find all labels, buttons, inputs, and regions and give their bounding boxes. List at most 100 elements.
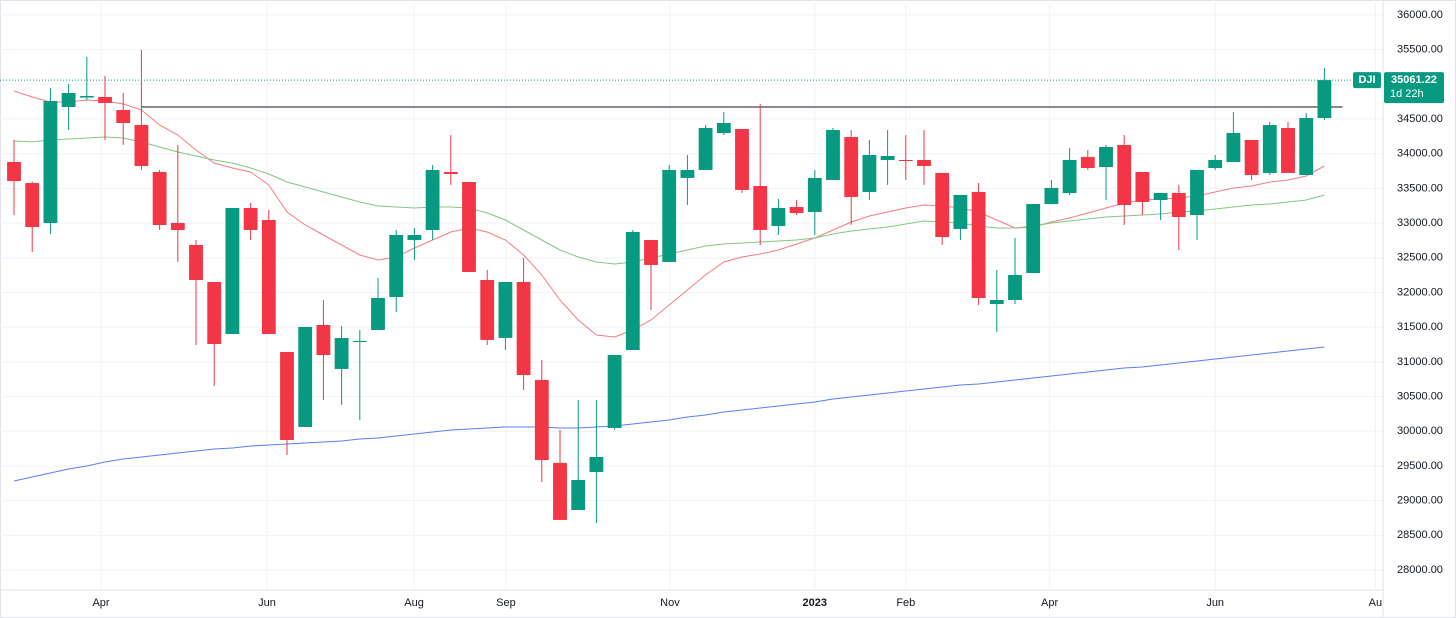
candle-body (298, 326, 313, 427)
y-tick-label: 31500.00 (1397, 321, 1443, 333)
candle-body (7, 162, 21, 182)
candle-body (280, 351, 294, 441)
candle-body (1244, 140, 1259, 175)
candle-body (716, 123, 731, 133)
candle-body (971, 191, 986, 298)
candle-body (1226, 132, 1241, 163)
candle-body (1208, 159, 1223, 168)
y-tick-label: 33000.00 (1397, 217, 1443, 229)
candle-body (152, 171, 167, 225)
candle-body (170, 222, 185, 230)
y-tick-label: 34000.00 (1397, 148, 1443, 160)
candle-body (917, 159, 931, 167)
axes: 28000.00 28500.00 29000.00 29500.00 30000.00… (92, 9, 1444, 609)
x-tick-label: Jun (1206, 597, 1224, 609)
candle-body (79, 95, 94, 98)
x-tick-label: Feb (896, 597, 915, 609)
x-tick-label: 2023 (803, 597, 827, 609)
candle-body (1190, 169, 1204, 216)
candle-body (680, 169, 695, 178)
candle-body (371, 297, 385, 330)
candle-body (1281, 128, 1295, 173)
candle-body (753, 186, 768, 230)
plot-area (0, 49, 1383, 523)
candle-body (334, 338, 349, 369)
x-tick-label: Aug (404, 597, 424, 609)
price-badge (1384, 72, 1444, 104)
candle-body (352, 340, 367, 342)
candle-body (1299, 118, 1314, 175)
candle-body (1044, 187, 1059, 204)
y-tick-label: 28000.00 (1397, 564, 1443, 576)
candle-body (698, 128, 713, 170)
candle-body (1171, 193, 1186, 218)
x-tick-label: Au (1369, 597, 1382, 609)
candle-body (1153, 193, 1168, 201)
y-tick-label: 32500.00 (1397, 252, 1443, 264)
y-tick-label: 30000.00 (1397, 425, 1443, 437)
candle-body (189, 244, 203, 281)
candle-body (735, 128, 749, 190)
candle-body (789, 207, 804, 213)
candle-body (844, 137, 859, 197)
candle-body (243, 207, 258, 230)
candle-body (807, 177, 822, 213)
moving-average-line (13, 346, 1325, 482)
candle-body (1080, 157, 1095, 168)
candle-body (571, 479, 586, 511)
candle-body (25, 183, 40, 228)
candle-body (935, 172, 950, 237)
symbol-label: DJI (1358, 74, 1375, 86)
candle-body (826, 130, 840, 180)
candle-body (407, 234, 422, 240)
candle-body (662, 169, 677, 262)
candle-body (553, 462, 567, 520)
candle-body (261, 220, 276, 334)
x-tick-label: Jun (258, 597, 276, 609)
y-tick-label: 34500.00 (1397, 113, 1443, 125)
y-tick-label: 30500.00 (1397, 390, 1443, 402)
candle-body (389, 234, 404, 298)
candle-body (862, 154, 877, 192)
candle-body (1262, 125, 1277, 173)
countdown-label: 1d 22h (1390, 88, 1424, 100)
candle-body (498, 281, 513, 338)
candle-body (589, 457, 604, 472)
candle-body (207, 281, 222, 344)
candle-body (480, 280, 495, 340)
candle-body (771, 207, 786, 226)
candle-body (462, 181, 476, 272)
candle-body (116, 109, 131, 124)
symbol-badge (1353, 72, 1381, 89)
y-tick-label: 28500.00 (1397, 529, 1443, 541)
candle-body (625, 232, 640, 351)
candle-body (61, 92, 76, 107)
x-tick-label: Sep (496, 597, 516, 609)
candle-body (607, 355, 622, 428)
moving-average-line (13, 90, 1325, 338)
y-tick-label: 35500.00 (1397, 44, 1443, 56)
y-tick-label: 32000.00 (1397, 286, 1443, 298)
candle-body (1026, 203, 1041, 274)
candle-body (1117, 145, 1132, 206)
candle-body (1317, 80, 1332, 119)
last-price-label: 35061.22 (1391, 74, 1437, 86)
candle-body (1135, 171, 1150, 202)
candle-body (534, 379, 549, 460)
x-tick-label: Apr (1041, 597, 1058, 609)
candle-body (989, 299, 1004, 305)
candle-body (134, 125, 149, 167)
candle-body (316, 324, 331, 356)
candle-body (98, 96, 112, 103)
y-tick-label: 29500.00 (1397, 460, 1443, 472)
x-tick-label: Nov (660, 597, 680, 609)
candle-body (43, 101, 58, 223)
y-tick-label: 29000.00 (1397, 495, 1443, 507)
candle-body (425, 169, 440, 230)
candle-body (443, 171, 458, 175)
candle-body (880, 155, 895, 160)
candle-body (898, 159, 913, 161)
candle-body (644, 239, 658, 265)
